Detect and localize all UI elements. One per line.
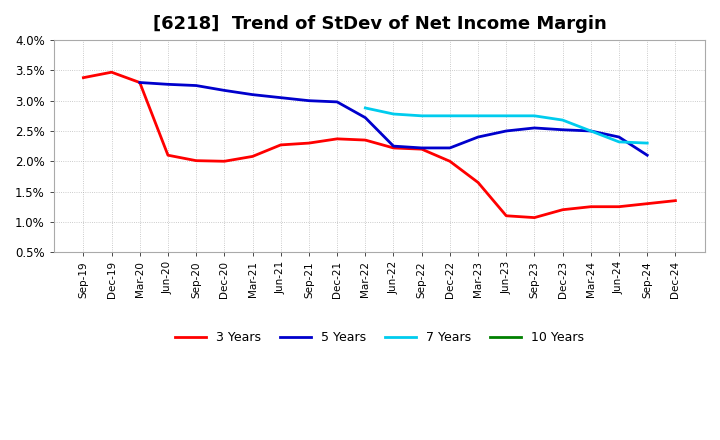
7 Years — [390, 111, 398, 117]
5 Years — [305, 98, 313, 103]
3 Years — [163, 153, 172, 158]
3 Years — [135, 80, 144, 85]
5 Years — [474, 134, 482, 139]
5 Years — [135, 80, 144, 85]
5 Years — [390, 143, 398, 149]
Line: 5 Years: 5 Years — [140, 83, 647, 155]
3 Years — [390, 145, 398, 150]
7 Years — [446, 113, 454, 118]
3 Years — [643, 201, 652, 206]
Line: 3 Years: 3 Years — [84, 72, 675, 218]
5 Years — [248, 92, 257, 97]
3 Years — [333, 136, 341, 142]
5 Years — [192, 83, 200, 88]
7 Years — [643, 140, 652, 146]
5 Years — [643, 153, 652, 158]
3 Years — [587, 204, 595, 209]
5 Years — [587, 128, 595, 134]
5 Years — [361, 115, 369, 120]
Legend: 3 Years, 5 Years, 7 Years, 10 Years: 3 Years, 5 Years, 7 Years, 10 Years — [170, 326, 589, 349]
3 Years — [305, 140, 313, 146]
3 Years — [446, 159, 454, 164]
3 Years — [361, 137, 369, 143]
7 Years — [361, 105, 369, 110]
7 Years — [530, 113, 539, 118]
3 Years — [79, 75, 88, 81]
5 Years — [276, 95, 285, 100]
5 Years — [163, 82, 172, 87]
3 Years — [276, 142, 285, 147]
3 Years — [107, 70, 116, 75]
3 Years — [474, 180, 482, 185]
5 Years — [530, 125, 539, 131]
5 Years — [220, 88, 229, 93]
7 Years — [587, 128, 595, 134]
Line: 7 Years: 7 Years — [365, 108, 647, 143]
7 Years — [615, 139, 624, 144]
5 Years — [418, 145, 426, 150]
5 Years — [615, 134, 624, 139]
5 Years — [558, 127, 567, 132]
7 Years — [502, 113, 510, 118]
Title: [6218]  Trend of StDev of Net Income Margin: [6218] Trend of StDev of Net Income Marg… — [153, 15, 606, 33]
7 Years — [558, 117, 567, 123]
3 Years — [558, 207, 567, 213]
5 Years — [502, 128, 510, 134]
3 Years — [671, 198, 680, 203]
3 Years — [248, 154, 257, 159]
3 Years — [418, 147, 426, 152]
7 Years — [418, 113, 426, 118]
3 Years — [502, 213, 510, 218]
7 Years — [474, 113, 482, 118]
5 Years — [446, 145, 454, 150]
5 Years — [333, 99, 341, 105]
3 Years — [615, 204, 624, 209]
3 Years — [192, 158, 200, 163]
3 Years — [530, 215, 539, 220]
3 Years — [220, 159, 229, 164]
